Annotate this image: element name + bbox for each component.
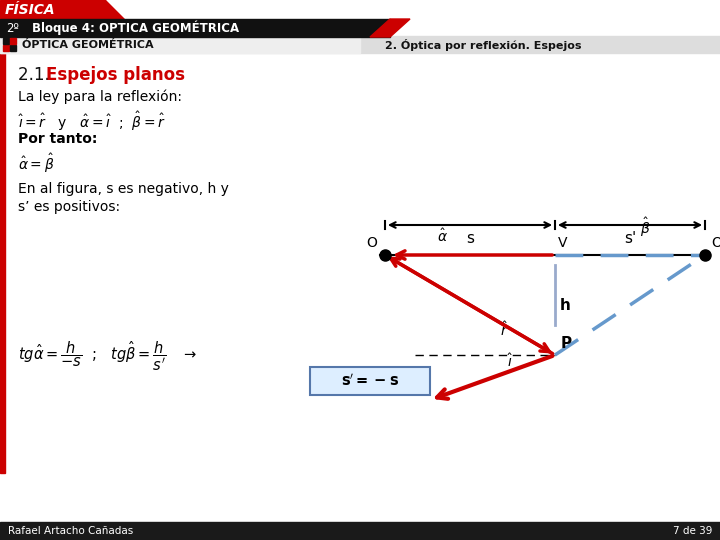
Text: $\hat{\imath} = \hat{r}$   y   $\hat{\alpha} = \hat{\imath}$  ;  $\hat{\beta} = : $\hat{\imath} = \hat{r}$ y $\hat{\alpha}… (18, 110, 166, 133)
Text: P: P (561, 336, 572, 351)
Text: $tg\hat{\alpha} = \dfrac{h}{-s}$  ;   $tg\hat{\beta} = \dfrac{h}{s'}$   $\righta: $tg\hat{\alpha} = \dfrac{h}{-s}$ ; $tg\h… (18, 340, 197, 373)
Text: V: V (558, 236, 567, 250)
Polygon shape (370, 19, 410, 37)
Text: $\hat{\beta}$: $\hat{\beta}$ (640, 216, 650, 239)
Text: Bloque 4: OPTICA GEOMÉTRICA: Bloque 4: OPTICA GEOMÉTRICA (32, 21, 239, 35)
Text: $\hat{\alpha}$: $\hat{\alpha}$ (437, 228, 448, 245)
Bar (3, 45, 9, 51)
Text: O: O (366, 236, 377, 250)
Text: Espejos planos: Espejos planos (46, 66, 185, 84)
Text: 2. Óptica por reflexión. Espejos: 2. Óptica por reflexión. Espejos (385, 39, 582, 51)
Text: 7 de 39: 7 de 39 (672, 526, 712, 536)
Text: h: h (560, 298, 571, 313)
Text: O': O' (711, 236, 720, 250)
Text: 2º: 2º (6, 22, 19, 35)
Bar (0, 0, 105, 20)
Text: $\hat{\imath}$: $\hat{\imath}$ (507, 353, 513, 370)
Text: La ley para la reflexión:: La ley para la reflexión: (18, 90, 182, 105)
Bar (3, 38, 9, 44)
Text: FÍSICA: FÍSICA (5, 3, 55, 17)
Polygon shape (105, 0, 125, 20)
Text: $\hat{\alpha} = \hat{\beta}$: $\hat{\alpha} = \hat{\beta}$ (18, 152, 55, 176)
Text: Por tanto:: Por tanto: (18, 132, 97, 146)
Bar (0, 36, 360, 53)
Text: s': s' (624, 231, 636, 246)
Bar (0, 19, 390, 37)
Text: En al figura, s es negativo, h y: En al figura, s es negativo, h y (18, 182, 229, 196)
Text: 2.1.: 2.1. (18, 66, 55, 84)
Bar (10, 45, 16, 51)
Bar (0, 36, 720, 53)
Text: s: s (466, 231, 474, 246)
Text: $\mathbf{s' = -s}$: $\mathbf{s' = -s}$ (341, 373, 399, 389)
Bar (0, 522, 720, 540)
Text: s’ es positivos:: s’ es positivos: (18, 200, 120, 214)
Text: ÓPTICA GEOMÉTRICA: ÓPTICA GEOMÉTRICA (22, 40, 153, 50)
Bar (0, 53, 5, 473)
Text: Rafael Artacho Cañadas: Rafael Artacho Cañadas (8, 526, 133, 536)
Bar (310, 367, 430, 395)
Text: $\hat{r}$: $\hat{r}$ (500, 321, 508, 339)
Bar (10, 38, 16, 44)
